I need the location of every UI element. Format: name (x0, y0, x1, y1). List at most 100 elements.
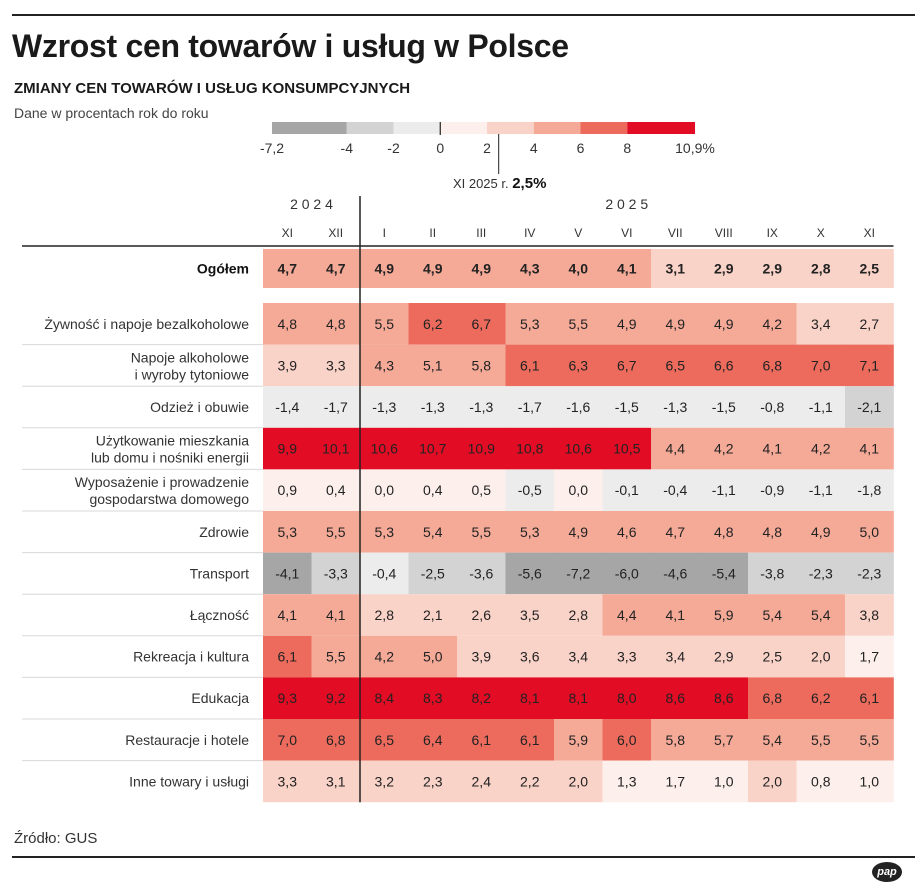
cell-value: 1,7 (860, 649, 880, 665)
cell-value: 8,2 (472, 690, 492, 706)
cell-value: -5,4 (712, 565, 736, 581)
heatmap-cell (457, 511, 506, 553)
cell-value: 5,4 (763, 607, 783, 623)
cell-value: 4,2 (714, 441, 734, 457)
cell-value: 4,9 (617, 316, 637, 332)
cell-value: 2,2 (520, 773, 540, 789)
heatmap-cell (457, 719, 506, 761)
heatmap-cell (748, 303, 797, 345)
cell-value: 9,9 (278, 441, 298, 457)
heatmap-cell (457, 635, 506, 678)
cell-value: 5,3 (520, 316, 540, 332)
cell-value: 5,5 (569, 316, 589, 332)
heatmap-cell (311, 344, 361, 387)
cell-value: 5,3 (278, 524, 298, 540)
heatmap-cell (457, 594, 506, 636)
cell-value: 8,4 (375, 690, 395, 706)
cell-value: 2,8 (811, 261, 831, 277)
legend-swatch (533, 122, 581, 134)
heatmap-cell (845, 594, 894, 636)
cell-value: 8,6 (666, 690, 686, 706)
cell-value: 8,3 (423, 690, 443, 706)
cell-value: -0,1 (615, 482, 639, 498)
cell-value: 6,8 (763, 690, 783, 706)
heatmap-cell (457, 760, 506, 803)
top-rule (12, 14, 915, 16)
cell-value: -1,4 (275, 399, 299, 415)
cell-value: 2,3 (423, 773, 443, 789)
heatmap-cell (699, 552, 749, 595)
heatmap-cell (311, 303, 361, 345)
cell-value: 10,9 (468, 441, 495, 457)
heatmap-cell (602, 511, 652, 553)
cell-value: 5,7 (714, 732, 734, 748)
heatmap-cell (651, 249, 700, 288)
heatmap-cell (651, 469, 700, 511)
heatmap-cell (699, 635, 749, 678)
column-header: III (476, 226, 486, 240)
heatmap-cell (505, 552, 555, 595)
cell-value: 4,9 (714, 316, 734, 332)
cell-value: 6,1 (472, 732, 492, 748)
cell-value: 2,0 (569, 773, 589, 789)
cell-value: 5,5 (860, 732, 880, 748)
row-label: Użytkowanie mieszkania (96, 433, 249, 449)
cell-value: 4,9 (423, 261, 443, 277)
column-header: X (817, 226, 825, 240)
heatmap-cell (263, 677, 312, 719)
cell-value: 5,8 (472, 357, 492, 373)
heatmap-cell (554, 249, 603, 288)
heatmap-cell (796, 552, 846, 595)
row-label: Łączność (190, 607, 249, 623)
column-header: XI (282, 226, 293, 240)
cell-value: 4,9 (472, 261, 492, 277)
cell-value: -1,8 (857, 482, 881, 498)
heatmap-cell (263, 386, 312, 428)
heatmap-cell (796, 344, 846, 387)
cell-value: 6,7 (617, 357, 637, 373)
cell-value: 10,5 (613, 441, 640, 457)
heatmap-cell (408, 511, 458, 553)
column-header: II (429, 226, 436, 240)
heatmap-cell (748, 594, 797, 636)
heatmap-cell (457, 469, 506, 511)
cell-value: 3,1 (666, 261, 686, 277)
cell-value: -1,7 (324, 399, 348, 415)
heatmap-cell (457, 552, 506, 595)
cell-value: -1,6 (566, 399, 590, 415)
heatmap-cell (505, 635, 555, 678)
cell-value: 10,8 (516, 441, 543, 457)
heatmap-cell (748, 677, 797, 719)
cell-value: 0,4 (326, 482, 346, 498)
cell-value: 4,4 (617, 607, 637, 623)
heatmap-cell (602, 344, 652, 387)
heatmap-cell (554, 635, 603, 678)
cell-value: -3,3 (324, 565, 348, 581)
heatmap-cell (845, 635, 894, 678)
cell-value: 4,8 (326, 316, 346, 332)
heatmap-cell (311, 511, 361, 553)
heatmap-cell (408, 594, 458, 636)
cell-value: 4,9 (375, 261, 395, 277)
heatmap-cell (408, 552, 458, 595)
cell-value: 6,8 (326, 732, 346, 748)
legend-swatch (627, 122, 695, 134)
cell-value: 3,9 (278, 357, 298, 373)
heatmap-cell (699, 511, 749, 553)
heatmap-cell (263, 344, 312, 387)
heatmap-cell (651, 677, 700, 719)
heatmap-cell (651, 635, 700, 678)
cell-value: 4,9 (811, 524, 831, 540)
heatmap-cell (554, 427, 603, 470)
heatmap-cell (796, 303, 846, 345)
heatmap-cell (796, 511, 846, 553)
cell-value: 5,3 (520, 524, 540, 540)
cell-value: 5,0 (423, 649, 443, 665)
column-header: V (574, 226, 582, 240)
cell-value: 5,3 (375, 524, 395, 540)
cell-value: -0,8 (760, 399, 784, 415)
cell-value: 4,8 (714, 524, 734, 540)
heatmap-cell (360, 677, 409, 719)
cell-value: 6,4 (423, 732, 443, 748)
cell-value: 4,1 (860, 441, 880, 457)
